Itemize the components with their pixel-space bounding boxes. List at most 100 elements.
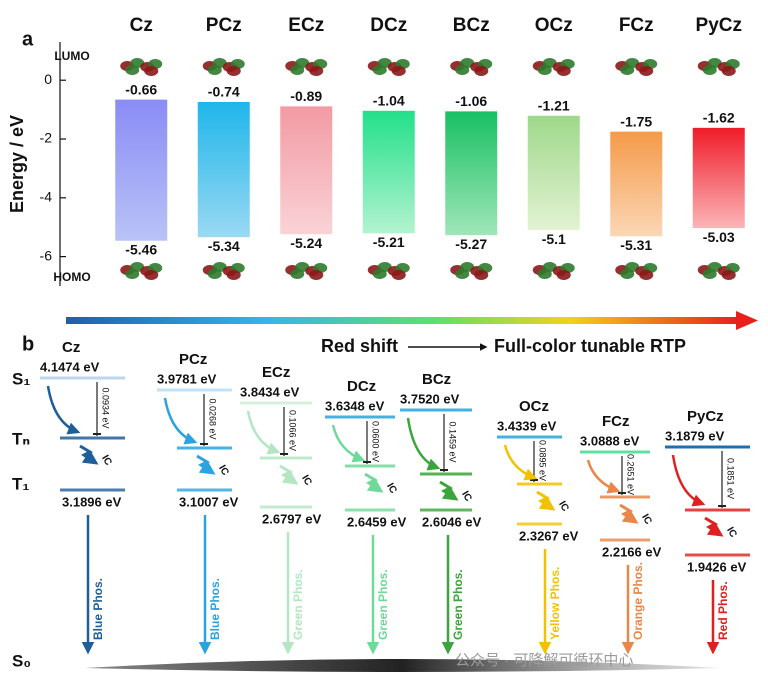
bar xyxy=(197,101,250,238)
lobe xyxy=(702,269,717,279)
lobe xyxy=(207,65,222,75)
t1-energy: 2.2166 eV xyxy=(602,544,662,559)
lobe xyxy=(372,269,387,279)
bar xyxy=(692,127,745,229)
ic-label: IC xyxy=(639,512,654,526)
value-label: -5.46 xyxy=(125,241,157,257)
orbital xyxy=(367,58,410,76)
ic-label: IC xyxy=(216,463,231,477)
series-label: HOMO xyxy=(53,270,90,284)
value-label: -0.66 xyxy=(125,81,157,97)
molecule-name: ECz xyxy=(262,364,290,381)
lobe xyxy=(556,270,571,280)
orbital xyxy=(367,262,410,280)
t1-energy: 2.6459 eV xyxy=(347,514,407,529)
category-label: OCz xyxy=(535,15,573,36)
molecule-name: BCz xyxy=(422,371,451,388)
value-label: -5.21 xyxy=(373,234,405,250)
value-label: -1.62 xyxy=(703,110,735,126)
value-label: -0.74 xyxy=(208,84,240,100)
orbital xyxy=(532,58,575,76)
orbital xyxy=(615,58,658,76)
bar xyxy=(610,131,663,237)
lobe xyxy=(290,269,305,279)
lobe xyxy=(309,66,324,76)
y-tick-label: -2 xyxy=(40,130,53,146)
phos-label: Green Phos. xyxy=(376,569,390,640)
category-label: BCz xyxy=(453,15,490,36)
series-label: LUMO xyxy=(54,49,89,63)
ic-arrow xyxy=(364,472,384,493)
isc-arrow xyxy=(671,454,706,507)
gap-label: 0.0934 eV xyxy=(101,387,111,428)
s1-energy: 3.1879 eV xyxy=(665,428,725,443)
bar xyxy=(362,110,415,234)
ic-arrow xyxy=(439,480,459,501)
lobe xyxy=(455,65,470,75)
bar xyxy=(527,115,580,231)
ic-label: IC xyxy=(724,525,739,539)
bar xyxy=(445,111,498,236)
lobe xyxy=(391,66,406,76)
arrow-text: Red shift xyxy=(321,336,398,356)
lobe xyxy=(721,270,736,280)
value-label: -5.1 xyxy=(542,231,566,247)
lobe xyxy=(639,66,654,76)
t1-energy: 3.1007 eV xyxy=(179,494,239,509)
ic-arrow xyxy=(279,464,299,485)
isc-arrow xyxy=(406,417,441,471)
molecule-name: Cz xyxy=(62,339,80,356)
t1-energy: 2.6046 eV xyxy=(422,514,482,529)
isc-arrow xyxy=(503,444,538,481)
ic-arrow xyxy=(619,503,639,524)
ic-label: IC xyxy=(299,473,314,487)
ic-label: IC xyxy=(556,499,571,513)
state-label: T₁ xyxy=(12,474,29,493)
orbital xyxy=(285,262,328,280)
lobe xyxy=(620,269,635,279)
lobe xyxy=(639,270,654,280)
ic-label: IC xyxy=(459,489,474,503)
orbital xyxy=(697,58,740,76)
s1-energy: 3.6348 eV xyxy=(325,398,385,413)
lobe xyxy=(226,66,241,76)
molecule-name: PyCz xyxy=(687,408,724,425)
orbital xyxy=(202,58,245,76)
category-label: ECz xyxy=(288,15,324,36)
value-label: -1.21 xyxy=(538,97,570,113)
value-label: -1.75 xyxy=(620,113,652,129)
value-label: -1.04 xyxy=(373,92,405,108)
ic-arrow xyxy=(704,516,724,537)
ic-arrow xyxy=(196,454,216,475)
lobe xyxy=(290,65,305,75)
t1-energy: 2.3267 eV xyxy=(519,528,579,543)
gap-label: 0.0268 eV xyxy=(208,398,218,439)
gap-label: 0.1459 eV xyxy=(448,421,458,462)
orbital xyxy=(532,262,575,280)
molecule-name: FCz xyxy=(602,413,630,430)
orbital xyxy=(450,58,493,76)
ic-label: IC xyxy=(99,453,114,467)
gradient-arrow xyxy=(66,317,738,324)
s0-level xyxy=(85,659,720,672)
phos-label: Yellow Phos. xyxy=(548,567,562,640)
ic-arrow xyxy=(79,444,99,465)
category-label: PyCz xyxy=(696,15,742,36)
lobe xyxy=(556,66,571,76)
t1-energy: 2.6797 eV xyxy=(262,511,322,526)
lobe xyxy=(620,65,635,75)
lobe xyxy=(474,270,489,280)
lobe xyxy=(537,65,552,75)
s1-energy: 3.4339 eV xyxy=(497,418,557,433)
lobe xyxy=(537,269,552,279)
category-label: DCz xyxy=(370,15,407,36)
molecule-name: OCz xyxy=(519,398,549,415)
phos-label: Blue Phos. xyxy=(91,578,105,640)
y-axis-label: Energy / eV xyxy=(7,115,27,213)
category-label: PCz xyxy=(206,15,242,36)
lobe xyxy=(144,270,159,280)
gap-label: 0.1066 eV xyxy=(288,410,298,451)
molecule-name: DCz xyxy=(347,378,376,395)
state-label: Tₙ xyxy=(12,429,30,448)
